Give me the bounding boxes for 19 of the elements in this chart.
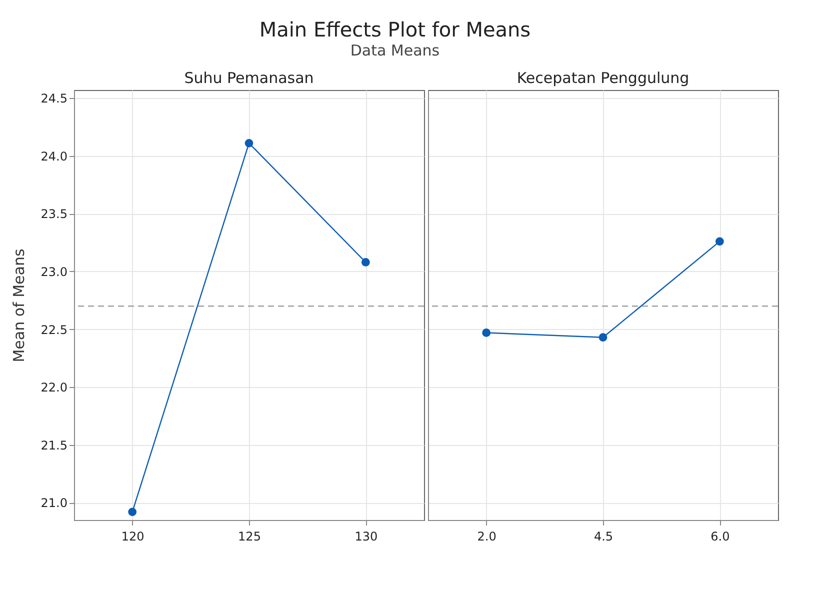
y-tick-label: 22.5 (40, 322, 68, 337)
chart-subtitle: Data Means (350, 42, 440, 60)
y-axis-title: Mean of Means (10, 248, 28, 362)
x-tick-label: 2.0 (477, 530, 496, 544)
y-tick-label: 23.0 (40, 264, 68, 279)
x-axis-title: Kecepatan Penggulung (516, 69, 690, 87)
x-tick-label: 125 (238, 530, 261, 544)
chart-title: Main Effects Plot for Means (259, 18, 531, 42)
y-tick-label: 21.0 (40, 496, 68, 510)
y-tick-label: 21.5 (40, 438, 68, 452)
x-tick-label: 4.5 (594, 530, 614, 544)
y-tick-label: 24.0 (40, 149, 68, 164)
x-tick-label: 130 (354, 530, 378, 544)
y-tick-label: 24.5 (40, 92, 68, 106)
y-tick-label: 23.5 (40, 207, 68, 222)
y-tick-label: 22.0 (40, 380, 68, 395)
x-tick-label: 6.0 (710, 530, 730, 544)
x-axis-title: Suhu Pemanasan (184, 69, 314, 87)
x-tick-label: 120 (121, 530, 144, 544)
